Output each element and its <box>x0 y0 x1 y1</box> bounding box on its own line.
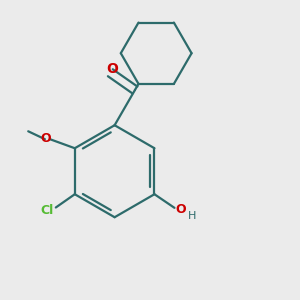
Text: O: O <box>40 132 51 145</box>
Text: H: H <box>188 211 196 220</box>
Text: Cl: Cl <box>40 204 54 217</box>
Text: O: O <box>175 203 186 217</box>
Text: O: O <box>106 62 118 76</box>
